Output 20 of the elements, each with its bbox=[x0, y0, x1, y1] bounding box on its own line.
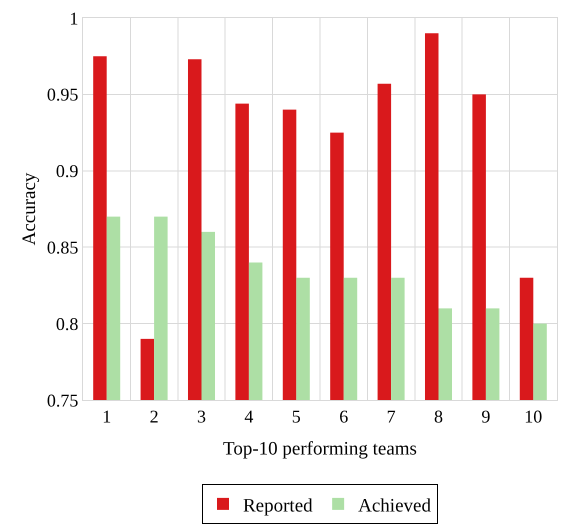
x-tick-label: 6 bbox=[339, 406, 348, 427]
y-tick-label: 0.85 bbox=[46, 238, 78, 258]
y-tick-label: 0.95 bbox=[46, 84, 78, 105]
y-tick-label: 0.75 bbox=[46, 390, 78, 410]
y-axis-title: Accuracy bbox=[18, 172, 40, 246]
legend-label: Reported bbox=[243, 495, 314, 516]
x-tick-label: 8 bbox=[434, 406, 443, 427]
x-tick-label: 5 bbox=[292, 406, 301, 427]
y-tick-label: 0.9 bbox=[56, 161, 78, 182]
x-tick-label: 4 bbox=[244, 406, 254, 427]
x-axis-title: Top-10 performing teams bbox=[223, 438, 417, 460]
x-tick-label: 10 bbox=[524, 406, 542, 427]
x-tick-label: 9 bbox=[481, 406, 490, 427]
x-tick-label: 7 bbox=[386, 406, 396, 427]
x-tick-label: 1 bbox=[102, 406, 112, 427]
x-tick-label: 2 bbox=[150, 406, 159, 427]
legend-label: Achieved bbox=[358, 495, 432, 516]
x-tick-label: 3 bbox=[197, 406, 206, 427]
y-tick-label: 0.8 bbox=[56, 314, 78, 334]
y-tick-label: 1 bbox=[69, 8, 78, 28]
